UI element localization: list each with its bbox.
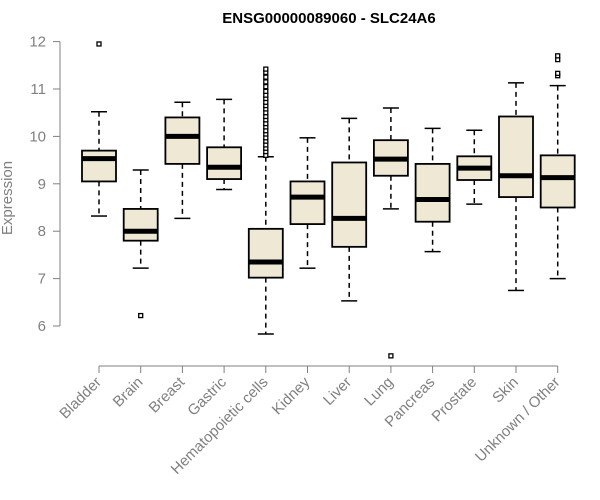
iqr-box <box>539 154 576 209</box>
x-tick-label: Bladder <box>56 374 105 423</box>
box-liver <box>331 117 368 302</box>
iqr-box <box>414 162 451 223</box>
iqr-box <box>206 146 243 180</box>
outlier-point <box>388 353 394 359</box>
iqr-box <box>164 116 201 165</box>
chart-title: ENSG00000089060 - SLC24A6 <box>222 10 435 27</box>
box-hematopoietic-cells <box>247 66 284 335</box>
x-tick-label: Prostate <box>429 374 481 426</box>
x-tick-label: Skin <box>489 374 522 407</box>
outlier-point <box>263 83 269 90</box>
y-tick-label: 6 <box>38 318 46 335</box>
box-breast <box>164 101 201 220</box>
outlier-point <box>263 66 269 72</box>
y-tick-label: 9 <box>38 176 46 193</box>
outlier-point <box>555 53 561 59</box>
outlier-point <box>263 79 269 85</box>
box-kidney <box>289 137 326 269</box>
box-bladder <box>81 41 117 217</box>
box-brain <box>122 169 159 319</box>
box-lung <box>372 107 409 359</box>
y-axis: 6 7 8 9 10 11 12 <box>29 34 61 335</box>
outlier-point <box>263 88 269 95</box>
y-tick-label: 12 <box>29 34 46 51</box>
iqr-box <box>498 115 534 198</box>
x-tick-label: Breast <box>146 373 189 416</box>
y-tick-label: 8 <box>38 223 46 240</box>
iqr-box <box>122 208 159 242</box>
y-tick-label: 11 <box>30 81 46 98</box>
iqr-box <box>331 161 368 248</box>
box-skin <box>498 82 534 292</box>
x-tick-label: Kidney <box>269 373 314 418</box>
box-pancreas <box>414 127 451 253</box>
iqr-box <box>247 227 284 279</box>
box-prostate <box>456 129 493 205</box>
x-tick-label: Liver <box>320 374 355 409</box>
box-gastric <box>206 98 243 191</box>
box-unknown-other <box>539 53 576 280</box>
x-tick-label: Brain <box>110 374 147 411</box>
outlier-point <box>263 74 269 80</box>
boxes-group <box>81 41 576 359</box>
y-axis-label: Expression <box>0 161 16 235</box>
y-tick-label: 10 <box>29 128 46 145</box>
outlier-point <box>555 70 561 77</box>
outlier-point <box>138 312 144 319</box>
outlier-point <box>96 41 102 47</box>
y-tick-label: 7 <box>38 271 46 288</box>
x-tick-label: Lung <box>361 374 397 410</box>
iqr-box <box>81 149 117 183</box>
iqr-box <box>289 180 326 225</box>
